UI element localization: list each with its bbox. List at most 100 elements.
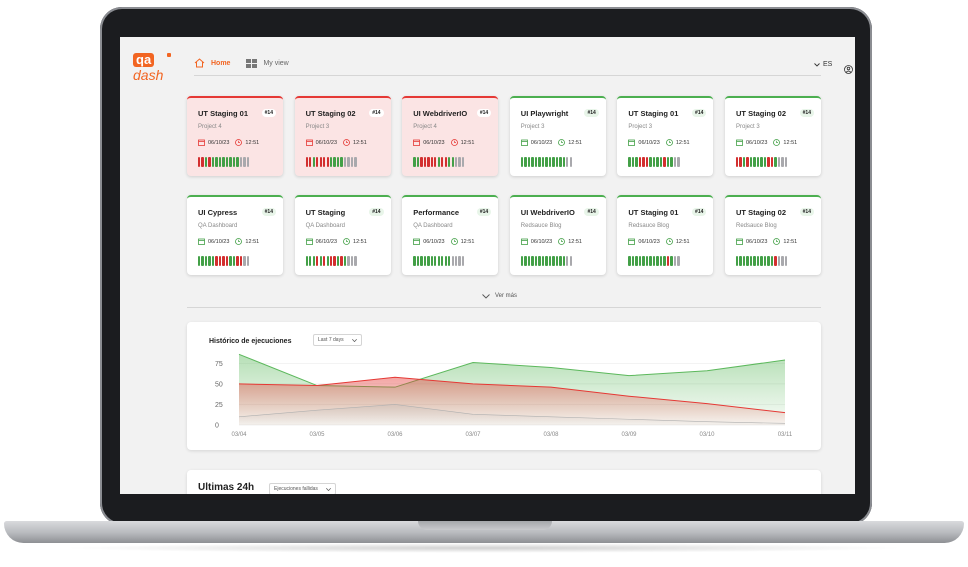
run-passed-bar[interactable] [524,157,527,167]
run-failed-bar[interactable] [215,256,218,266]
run-failed-bar[interactable] [329,256,333,266]
run-passed-bar[interactable] [201,256,204,266]
run-passed-bar[interactable] [742,256,746,266]
run-passed-bar[interactable] [222,157,225,167]
run-passed-bar[interactable] [559,256,562,266]
run-passed-bar[interactable] [236,157,239,167]
run-passed-bar[interactable] [763,157,767,167]
run-passed-bar[interactable] [635,256,638,266]
run-passed-bar[interactable] [656,256,659,266]
run-pending-bar[interactable] [461,256,465,266]
run-failed-bar[interactable] [430,157,433,167]
run-pending-bar[interactable] [239,157,243,167]
run-failed-bar[interactable] [663,157,666,167]
run-passed-bar[interactable] [527,256,531,266]
run-passed-bar[interactable] [336,256,340,266]
user-menu[interactable] [844,61,853,79]
run-passed-bar[interactable] [774,157,777,167]
run-failed-bar[interactable] [642,157,645,167]
run-passed-bar[interactable] [760,256,763,266]
run-failed-bar[interactable] [638,157,642,167]
run-pending-bar[interactable] [347,256,350,266]
run-failed-bar[interactable] [767,157,770,167]
run-passed-bar[interactable] [531,256,534,266]
run-failed-bar[interactable] [239,256,243,266]
run-passed-bar[interactable] [756,256,760,266]
run-failed-bar[interactable] [323,157,326,167]
project-card[interactable]: UI Cypress #14 QA Dashboard 06/10/23 12:51 [187,195,283,275]
run-failed-bar[interactable] [201,157,204,167]
run-passed-bar[interactable] [416,157,420,167]
run-pending-bar[interactable] [566,157,569,167]
nav-my-view[interactable]: My view [246,58,289,68]
run-passed-bar[interactable] [343,256,347,266]
run-passed-bar[interactable] [545,256,548,266]
run-passed-bar[interactable] [649,157,652,167]
run-passed-bar[interactable] [753,157,756,167]
project-card[interactable]: UT Staging 02 #14 Project 3 06/10/23 12:51 [294,96,391,176]
run-failed-bar[interactable] [441,157,444,167]
run-pending-bar[interactable] [347,157,350,167]
run-pending-bar[interactable] [451,256,454,266]
run-failed-bar[interactable] [666,256,670,266]
run-pending-bar[interactable] [354,157,357,167]
run-passed-bar[interactable] [548,256,552,266]
project-card[interactable]: UT Staging 02 #14 Redsauce Blog 06/10/23 12:… [725,195,821,275]
run-passed-bar[interactable] [204,157,208,167]
run-passed-bar[interactable] [430,256,433,266]
run-pending-bar[interactable] [458,157,461,167]
run-failed-bar[interactable] [746,157,749,167]
run-passed-bar[interactable] [736,256,739,266]
run-passed-bar[interactable] [631,256,635,266]
run-pending-bar[interactable] [246,157,250,167]
run-pending-bar[interactable] [461,157,465,167]
run-pending-bar[interactable] [246,256,250,266]
run-passed-bar[interactable] [305,256,308,266]
project-card[interactable]: UI Playwright #14 Project 3 06/10/23 12:51 [509,96,606,176]
run-passed-bar[interactable] [659,256,663,266]
run-failed-bar[interactable] [739,157,742,167]
run-passed-bar[interactable] [527,157,531,167]
run-passed-bar[interactable] [232,157,236,167]
run-pending-bar[interactable] [569,157,572,167]
run-failed-bar[interactable] [333,256,336,266]
run-passed-bar[interactable] [340,157,343,167]
project-card[interactable]: UI WebdriverIO #14 Project 4 06/10/23 12:51 [402,96,499,176]
run-passed-bar[interactable] [451,157,454,167]
run-passed-bar[interactable] [645,256,649,266]
run-pending-bar[interactable] [784,157,788,167]
project-card[interactable]: UT Staging #14 QA Dashboard 06/10/23 12:51 [294,195,391,275]
run-failed-bar[interactable] [423,157,427,167]
run-passed-bar[interactable] [541,256,545,266]
run-passed-bar[interactable] [416,256,420,266]
run-passed-bar[interactable] [656,157,659,167]
run-failed-bar[interactable] [222,256,225,266]
run-failed-bar[interactable] [340,256,343,266]
run-passed-bar[interactable] [309,256,312,266]
run-failed-bar[interactable] [225,256,229,266]
run-failed-bar[interactable] [208,157,211,167]
run-pending-bar[interactable] [673,256,677,266]
run-passed-bar[interactable] [538,256,541,266]
project-card[interactable]: UT Staging 02 #14 Project 3 06/10/23 12:51 [725,96,821,176]
run-passed-bar[interactable] [652,157,656,167]
run-passed-bar[interactable] [552,256,555,266]
run-passed-bar[interactable] [746,256,749,266]
run-passed-bar[interactable] [448,157,451,167]
run-failed-bar[interactable] [736,157,739,167]
run-passed-bar[interactable] [312,256,315,266]
run-pending-bar[interactable] [455,157,458,167]
project-card[interactable]: UT Staging 01 #14 Redsauce Blog 06/10/23 12:… [617,195,714,275]
run-pending-bar[interactable] [243,157,246,167]
run-passed-bar[interactable] [423,256,427,266]
run-passed-bar[interactable] [670,256,673,266]
run-pending-bar[interactable] [784,256,788,266]
run-passed-bar[interactable] [333,157,336,167]
run-failed-bar[interactable] [427,157,430,167]
run-passed-bar[interactable] [628,157,631,167]
run-failed-bar[interactable] [774,256,777,266]
run-passed-bar[interactable] [541,157,545,167]
run-failed-bar[interactable] [218,256,222,266]
run-passed-bar[interactable] [229,256,232,266]
run-passed-bar[interactable] [441,256,444,266]
